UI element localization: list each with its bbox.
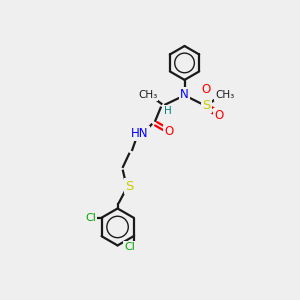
Text: O: O [202, 83, 211, 96]
Text: O: O [214, 109, 224, 122]
Text: CH₃: CH₃ [215, 90, 234, 100]
Text: S: S [202, 99, 210, 112]
Text: N: N [180, 88, 189, 101]
Text: HN: HN [131, 127, 148, 140]
Text: Cl: Cl [85, 213, 96, 223]
Text: O: O [164, 125, 174, 138]
Text: CH₃: CH₃ [138, 90, 157, 100]
Text: S: S [125, 180, 133, 193]
Text: Cl: Cl [124, 242, 135, 252]
Text: H: H [164, 106, 172, 116]
